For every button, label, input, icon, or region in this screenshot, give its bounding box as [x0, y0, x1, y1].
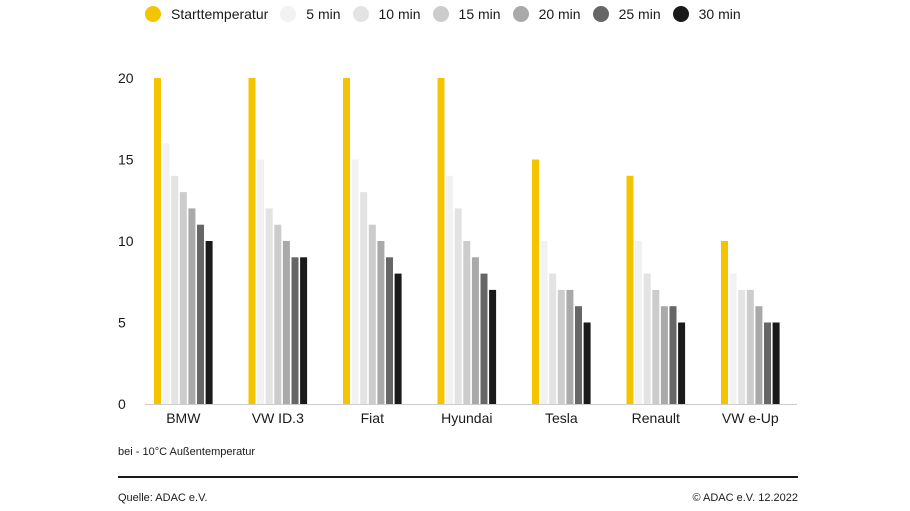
bar	[764, 322, 771, 404]
bar	[729, 273, 737, 404]
chart-legend: Starttemperatur 5 min 10 min 15 min 20 min 25…	[145, 6, 753, 22]
bar	[265, 208, 273, 404]
bar	[368, 224, 376, 404]
legend-swatch	[432, 6, 449, 22]
legend-label: 15 min	[458, 6, 501, 22]
bar	[652, 289, 660, 404]
bar	[721, 241, 728, 404]
bar	[772, 322, 780, 404]
bar	[162, 143, 170, 404]
bar	[626, 175, 634, 404]
legend-item: 25 min	[592, 6, 661, 22]
bar	[643, 273, 651, 404]
y-tick-label: 15	[118, 152, 134, 168]
bar	[437, 78, 445, 404]
bar	[377, 241, 385, 404]
bar	[660, 306, 668, 404]
bar	[205, 241, 213, 404]
bar	[343, 78, 350, 404]
legend-label: 5 min	[306, 6, 341, 22]
bar	[154, 78, 161, 404]
legend-label: 10 min	[378, 6, 421, 22]
bar	[197, 224, 204, 404]
bar	[257, 159, 265, 404]
bar	[360, 192, 368, 404]
legend-swatch	[280, 6, 297, 22]
bar	[575, 306, 582, 404]
y-tick-label: 10	[118, 233, 134, 249]
bar	[300, 257, 308, 404]
x-tick-label: VW ID.3	[252, 410, 304, 426]
bar	[635, 241, 643, 404]
y-tick-label: 20	[118, 70, 134, 86]
bar-chart: 0 5 10 15 20 BMW VW ID.3 Fiat Hyundai Tesla Renaul…	[118, 70, 797, 426]
bar	[386, 257, 393, 404]
x-tick-label: BMW	[166, 410, 201, 426]
bar	[471, 257, 479, 404]
legend-label: Starttemperatur	[171, 6, 269, 22]
footer-divider	[118, 476, 798, 478]
x-tick-label: Tesla	[545, 410, 578, 426]
legend-swatch	[672, 6, 689, 22]
bar	[583, 322, 591, 404]
legend-label: 20 min	[538, 6, 581, 22]
temperature-note: bei - 10°C Außentemperatur	[118, 446, 256, 458]
bar	[463, 241, 471, 404]
x-tick-label: Fiat	[361, 410, 384, 426]
bar	[678, 322, 686, 404]
legend-item: 30 min	[672, 6, 741, 22]
source-label: Quelle: ADAC e.V.	[118, 492, 208, 504]
x-tick-label: Renault	[632, 410, 680, 426]
bar	[489, 289, 497, 404]
bar	[248, 78, 256, 404]
bar	[179, 192, 187, 404]
bar	[188, 208, 196, 404]
legend-item: 5 min	[280, 6, 341, 22]
x-tick-label: VW e-Up	[722, 410, 779, 426]
legend-label: 30 min	[698, 6, 741, 22]
bar	[394, 273, 402, 404]
legend-item: 15 min	[432, 6, 501, 22]
bar	[454, 208, 462, 404]
bar	[532, 159, 539, 404]
bar	[549, 273, 557, 404]
legend-label: 25 min	[618, 6, 661, 22]
bar	[566, 289, 574, 404]
legend-item: 20 min	[512, 6, 581, 22]
legend-swatch	[145, 6, 161, 22]
bar	[480, 273, 488, 404]
bar	[669, 306, 677, 404]
y-tick-label: 5	[118, 315, 126, 331]
bar	[557, 289, 565, 404]
bar	[274, 224, 282, 404]
bar	[351, 159, 359, 404]
bar	[282, 241, 290, 404]
bar	[746, 289, 754, 404]
legend-swatch	[352, 6, 369, 22]
bar	[738, 289, 746, 404]
legend-swatch	[592, 6, 609, 22]
legend-swatch	[512, 6, 529, 22]
bar	[446, 175, 454, 404]
x-tick-label: Hyundai	[441, 410, 492, 426]
bar	[540, 241, 548, 404]
bar	[291, 257, 299, 404]
y-tick-label: 0	[118, 396, 126, 412]
legend-item: 10 min	[352, 6, 421, 22]
legend-item: Starttemperatur	[145, 6, 268, 22]
bar	[171, 175, 179, 404]
bar	[755, 306, 763, 404]
copyright-label: © ADAC e.V. 12.2022	[692, 492, 798, 504]
